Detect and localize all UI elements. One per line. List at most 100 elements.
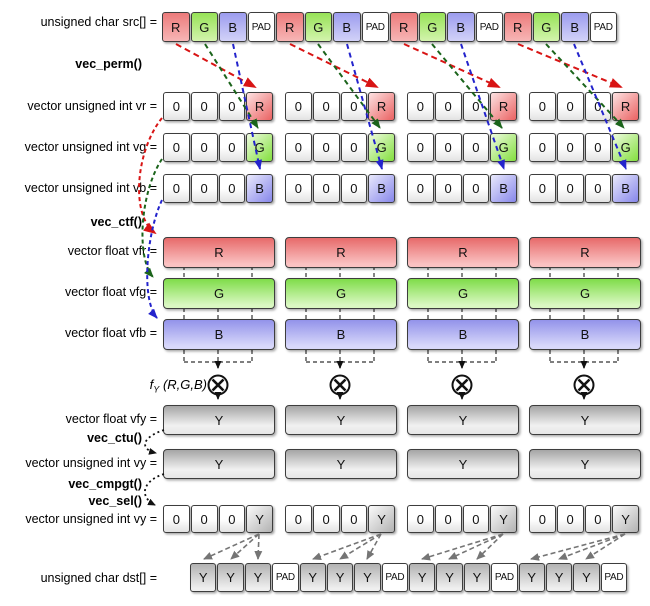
- ctf-arrow-blue: [146, 199, 163, 319]
- src-cell: PAD: [247, 12, 275, 42]
- vector-cell: 0: [407, 92, 434, 121]
- src-cell: PAD: [589, 12, 617, 42]
- src-cell: R: [162, 12, 190, 42]
- vector-cell: 0: [312, 133, 340, 162]
- src-cell: G: [418, 12, 446, 42]
- vfg-bar-col4: G: [529, 278, 641, 309]
- dst-cell: Y: [436, 563, 463, 592]
- vector-cell: 0: [312, 174, 340, 203]
- vector-cell: 0: [462, 174, 490, 203]
- src-cell: R: [276, 12, 304, 42]
- vfy-bar-col2: Y: [285, 405, 397, 435]
- src-cell: R: [390, 12, 418, 42]
- ctf-arrow-green: [141, 158, 163, 278]
- src-cell: B: [333, 12, 361, 42]
- vector-cell: 0: [529, 505, 556, 533]
- src-cell: R: [504, 12, 532, 42]
- vfr-bar-col1: R: [163, 237, 275, 268]
- vector-cell: 0: [556, 133, 584, 162]
- vector-cell: 0: [407, 133, 434, 162]
- vfg-bar-col1: G: [163, 278, 275, 309]
- vfy-bar-col3: Y: [407, 405, 519, 435]
- fy-sub: Y: [153, 384, 160, 395]
- fy-args: (R,G,B): [162, 377, 207, 392]
- vfb-bar-col1: B: [163, 319, 275, 350]
- combine-operator-icon: [573, 361, 595, 400]
- combine-operators: [207, 361, 595, 400]
- vector-cell: 0: [340, 505, 368, 533]
- vector-cell: 0: [218, 505, 246, 533]
- vfb-bar-col4: B: [529, 319, 641, 350]
- vector-cell: 0: [340, 92, 368, 121]
- vb-label: vector unsigned int vb =: [24, 181, 157, 195]
- vector-cell: 0: [529, 92, 556, 121]
- vfy-bar-col4: Y: [529, 405, 641, 435]
- vector-cell: 0: [584, 505, 612, 533]
- combine-operator-icon: [207, 361, 229, 400]
- vector-cell: 0: [529, 174, 556, 203]
- vector-cell: Y: [368, 505, 395, 533]
- dst-label: unsigned char dst[] =: [40, 571, 157, 585]
- vfr-label: vector float vfr =: [67, 244, 157, 258]
- vector-cell: 0: [556, 174, 584, 203]
- vy-bar-col1: Y: [163, 449, 275, 479]
- vector-cell: 0: [556, 92, 584, 121]
- dst-cell: PAD: [600, 563, 627, 592]
- dst-cell: Y: [545, 563, 573, 592]
- vector-cell: 0: [340, 174, 368, 203]
- vy-bar-col4: Y: [529, 449, 641, 479]
- vector-cell: 0: [556, 505, 584, 533]
- store-arrows: [203, 533, 626, 561]
- ctu-arrow: [144, 429, 165, 455]
- dst-cell: Y: [518, 563, 545, 592]
- combine-operator-icon: [329, 361, 351, 400]
- vfr-bar-col3: R: [407, 237, 519, 268]
- vector-cell: 0: [584, 174, 612, 203]
- vector-cell: 0: [285, 505, 312, 533]
- vector-cell: B: [490, 174, 517, 203]
- vector-cell: 0: [163, 92, 190, 121]
- combine-operator-icon: [451, 361, 473, 400]
- vector-cell: 0: [462, 92, 490, 121]
- vec-ctf-label: vec_ctf(): [90, 215, 142, 229]
- vfr-bar-col4: R: [529, 237, 641, 268]
- sel-arrow: [144, 473, 165, 506]
- vector-cell: G: [246, 133, 273, 162]
- vector-cell: 0: [529, 133, 556, 162]
- vector-cell: 0: [285, 133, 312, 162]
- vector-cell: 0: [190, 174, 218, 203]
- vector-cell: B: [368, 174, 395, 203]
- src-cell: PAD: [475, 12, 503, 42]
- vy-bar-col3: Y: [407, 449, 519, 479]
- vector-cell: 0: [407, 174, 434, 203]
- dst-cell: Y: [299, 563, 326, 592]
- dst-cell: PAD: [491, 563, 518, 592]
- vector-cell: G: [612, 133, 639, 162]
- src-label: unsigned char src[] =: [40, 15, 157, 29]
- vfb-bar-col3: B: [407, 319, 519, 350]
- vfy-bar-col1: Y: [163, 405, 275, 435]
- dst-cell: PAD: [381, 563, 408, 592]
- vector-cell: R: [368, 92, 395, 121]
- vector-cell: 0: [163, 174, 190, 203]
- vector-cell: B: [612, 174, 639, 203]
- dst-cell: Y: [244, 563, 272, 592]
- fy-f: f: [149, 377, 154, 392]
- vector-cell: G: [490, 133, 517, 162]
- ctf-arrow-red: [138, 117, 163, 235]
- dst-cell: Y: [190, 563, 217, 592]
- vfg-label: vector float vfg =: [64, 285, 157, 299]
- vfg-bar-col3: G: [407, 278, 519, 309]
- vfb-label: vector float vfb =: [64, 326, 157, 340]
- vector-cell: 0: [434, 505, 462, 533]
- vector-cell: 0: [285, 92, 312, 121]
- fy-function-label: fY (R,G,B): [0, 377, 207, 398]
- vec-sel-label: vec_sel(): [88, 494, 142, 508]
